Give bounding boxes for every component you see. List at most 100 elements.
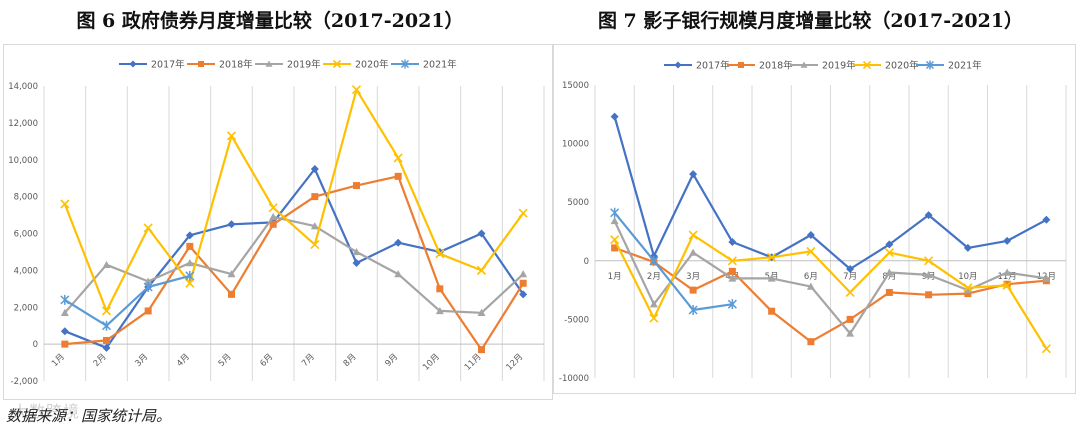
gov-bonds-y-tick-label: 4,000 [14,266,38,276]
gov-bonds-grid [43,86,545,381]
gov-bonds-point [519,270,528,278]
chart-svg-gov-bonds: 2017年 2018年 2019年 2020年 2021年 -2,000 0 2,000 4,0… [8,59,545,387]
shadow-banking-point [689,286,697,294]
shadow-banking-x-tick-label: 2月 [647,272,661,282]
gov-bonds-point [227,220,236,229]
shadow-banking-point [1003,280,1011,288]
gov-bonds-legend-label: 2018年 [219,59,253,71]
gov-bonds-series-line [64,167,525,349]
gov-bonds-legend-marker [400,59,410,69]
shadow-banking-legend-marker [925,60,935,70]
gov-bonds-point [60,199,70,209]
gov-bonds-point [310,239,320,250]
gov-bonds-point [311,193,319,201]
gov-bonds-y-tick-label: 0 [33,340,38,350]
shadow-banking-point [1041,344,1051,354]
shadow-banking-y-tick-label: -5000 [564,315,589,325]
gov-bonds-point [185,259,194,267]
gov-bonds-x-tick-label: 6月 [258,352,275,369]
shadow-banking-y-tick-label: 5000 [567,198,589,208]
gov-bonds-point [352,247,361,256]
gov-bonds-point [477,308,486,316]
shadow-banking-point [610,235,620,245]
shadow-banking-point [846,315,854,323]
gov-bonds-point [352,259,361,267]
gov-bonds-point [477,229,486,238]
shadow-banking-series-2020年 [610,230,1051,354]
shadow-banking-point [846,329,855,337]
gov-bonds-point [310,222,319,230]
shadow-banking-y-tick-label: 15000 [562,81,589,91]
gov-bonds-y-tick-label: -2,000 [11,377,38,387]
shadow-banking-legend-marker [800,61,808,68]
shadow-banking-series-2018年 [611,244,1050,346]
gov-bonds-point [394,270,403,278]
shadow-banking-point [649,300,658,308]
gov-bonds-point [61,340,69,348]
gov-bonds-legend-marker [265,60,273,67]
shadow-banking-x-tick-label: 10月 [958,272,977,282]
gov-bonds-point [60,308,69,316]
shadow-banking-point [845,287,855,298]
gov-bonds-series-line [63,88,525,312]
shadow-banking-point [611,244,619,252]
shadow-banking-point [767,252,777,262]
shadow-banking-legend-item-2021年: 2021年 [916,60,982,72]
chart-title-right: 图 7 影子银行规模月度增量比较（2017-2021） [597,10,1024,32]
source-note: 数据来源：国家统计局。 [6,407,172,425]
gov-bonds-y-tick-label: 2,000 [14,303,38,313]
shadow-banking-x-tick-label: 6月 [804,272,818,282]
chart-panel-shadow-banking: 2017年 2018年 2019年 2020年 2021年 -10000 -5000 0 500… [553,44,1076,394]
shadow-banking-x-tick-label: 3月 [686,272,700,282]
shadow-banking-y-tick-label: -10000 [559,374,589,384]
gov-bonds-point [394,172,402,180]
shadow-banking-point [1003,236,1012,245]
gov-bonds-point [185,231,194,240]
gov-bonds-series-2020年 [60,85,528,316]
gov-bonds-point [351,85,362,95]
gov-bonds-point [102,260,111,269]
gov-bonds-legend-marker [332,59,342,69]
gov-bonds-point [101,320,112,331]
gov-bonds-point [394,238,403,247]
gov-bonds-legend-item-2020年: 2020年 [323,59,389,71]
shadow-banking-series-2021年 [610,207,737,316]
shadow-banking-legend-marker [674,61,682,69]
gov-bonds-x-tick-label: 4月 [175,352,192,369]
watermark: 大数跨境 [12,402,81,421]
shadow-banking-series-line [613,212,733,312]
chart-svg-shadow-banking: 2017年 2018年 2019年 2020年 2021年 -10000 -5000 0 500… [559,60,1067,384]
gov-bonds-legend-item-2018年: 2018年 [187,59,253,71]
gov-bonds-legend-marker [198,61,204,67]
shadow-banking-point [649,255,659,266]
shadow-banking-point [689,248,698,256]
shadow-banking-legend-label: 2020年 [885,60,919,72]
shadow-banking-point [963,243,972,252]
gov-bonds-x-tick-label: 7月 [300,352,317,369]
shadow-banking-point [924,256,934,266]
gov-bonds-point [269,212,278,221]
shadow-banking-point [727,299,737,310]
gov-bonds-point [226,131,237,141]
shadow-banking-legend-label: 2019年 [822,60,856,72]
gov-bonds-point [478,346,485,354]
shadow-banking-legend-item-2019年: 2019年 [790,60,856,72]
shadow-banking-grid [594,85,1067,378]
shadow-banking-y-tick-label: 10000 [562,140,589,150]
shadow-banking-point [728,267,736,275]
gov-bonds-x-tick-label: 5月 [217,352,234,369]
shadow-banking-series-line [614,246,1047,343]
gov-bonds-y-axis: -2,000 0 2,000 4,000 6,000 8,000 10,000 12,000 1… [8,82,38,387]
shadow-banking-point [963,283,973,293]
shadow-banking-point [1002,280,1012,290]
gov-bonds-y-tick-label: 14,000 [8,82,38,92]
gov-bonds-series-2018年 [61,172,527,354]
gov-bonds-legend-item-2017年: 2017年 [119,59,185,71]
shadow-banking-legend-label: 2018年 [759,60,793,72]
shadow-banking-point [610,216,619,225]
gov-bonds-point [60,327,69,336]
shadow-banking-legend-item-2018年: 2018年 [727,60,793,72]
gov-bonds-legend: 2017年 2018年 2019年 2020年 2021年 [119,59,457,71]
gov-bonds-point [101,306,112,316]
gov-bonds-point [436,285,444,293]
